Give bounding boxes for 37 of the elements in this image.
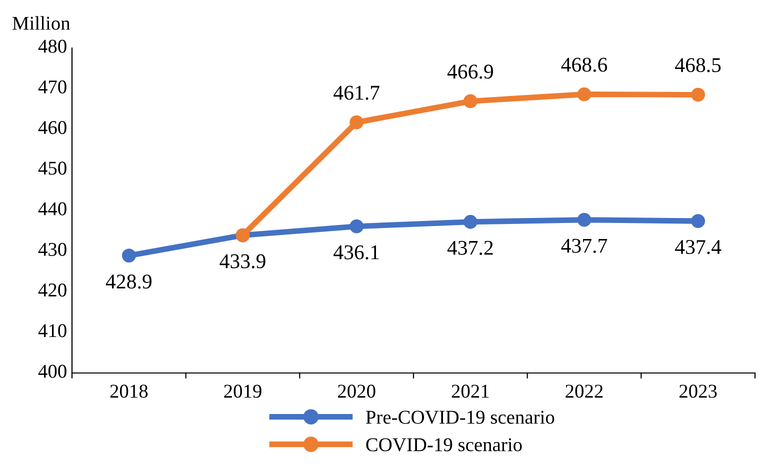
data-label: 468.5 bbox=[675, 58, 721, 72]
legend-label: Pre-COVID-19 scenario bbox=[366, 410, 554, 424]
data-label: 468.6 bbox=[561, 58, 608, 72]
point bbox=[350, 219, 364, 234]
y-tick-label: 450 bbox=[38, 162, 66, 175]
y-tick-label: 400 bbox=[38, 364, 66, 378]
data-label: 466.9 bbox=[447, 64, 493, 79]
y-tick-label: 480 bbox=[38, 40, 66, 53]
point bbox=[463, 94, 478, 108]
x-tick-label: 2019 bbox=[224, 384, 262, 398]
point bbox=[463, 214, 478, 229]
data-label: 428.9 bbox=[106, 274, 152, 289]
legend-label: COVID-19 scenario bbox=[366, 438, 522, 452]
data-label: 437.2 bbox=[447, 240, 493, 255]
x-tick-label: 2020 bbox=[338, 384, 376, 398]
data-label: 433.9 bbox=[220, 254, 266, 268]
y-tick-label: 460 bbox=[38, 120, 66, 134]
x-tick-label: 2022 bbox=[566, 384, 603, 398]
y-tick-label: 470 bbox=[38, 80, 66, 94]
x-tick-label: 2018 bbox=[110, 384, 148, 398]
point bbox=[350, 115, 364, 130]
y-tick-label: 410 bbox=[38, 324, 66, 338]
point bbox=[577, 212, 592, 227]
data-label: 437.4 bbox=[675, 240, 722, 254]
point bbox=[122, 248, 136, 263]
data-label: 461.7 bbox=[334, 86, 380, 100]
y-tick-label: 430 bbox=[38, 242, 66, 256]
x-tick-label: 2023 bbox=[679, 384, 717, 398]
y-axis-title: Million bbox=[12, 16, 70, 30]
data-label: 436.1 bbox=[334, 245, 379, 260]
y-tick-label: 440 bbox=[38, 202, 66, 216]
x-tick-label: 2021 bbox=[452, 384, 489, 398]
point bbox=[691, 88, 706, 102]
data-label: 437.7 bbox=[561, 238, 608, 253]
y-tick-label: 420 bbox=[38, 283, 66, 297]
point bbox=[691, 214, 706, 228]
point bbox=[577, 87, 592, 102]
